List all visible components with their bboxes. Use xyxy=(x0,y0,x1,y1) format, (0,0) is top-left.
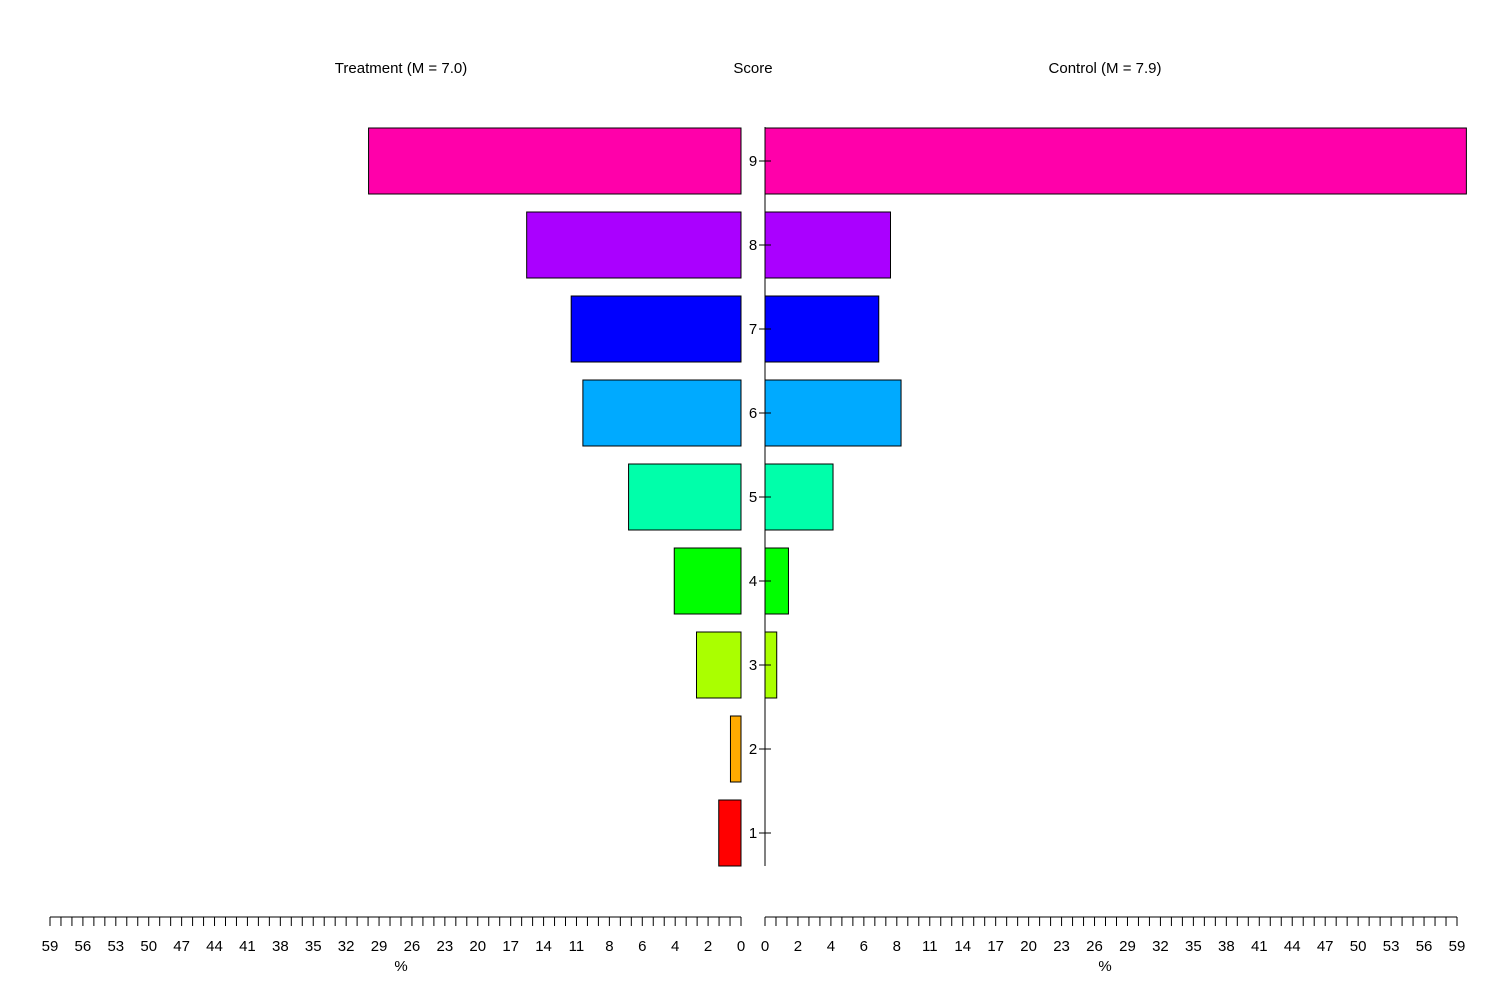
treatment-axis-tick-label: 2 xyxy=(704,938,712,955)
control-axis-tick-label: 35 xyxy=(1185,938,1202,955)
treatment-bar-score-9 xyxy=(368,127,742,195)
control-bar-score-5 xyxy=(764,463,834,531)
treatment-axis-tick-label: 44 xyxy=(206,938,223,955)
control-axis-tick-label: 32 xyxy=(1152,938,1169,955)
treatment-axis-tick-label: 32 xyxy=(338,938,355,955)
control-axis-tick-label: 2 xyxy=(794,938,802,955)
treatment-percent-axis: 0 2 4 6 8 11 14 17 20 23 26 29 32 35 38 41 44 47 50 53 56 59 xyxy=(42,916,745,955)
control-axis-tick-label: 17 xyxy=(987,938,1004,955)
control-axis-tick-label: 23 xyxy=(1053,938,1070,955)
control-axis-tick-label: 53 xyxy=(1383,938,1400,955)
score-axis-ticks: 1 2 3 4 5 6 7 8 9 xyxy=(749,153,771,842)
control-percent-axis: 0 2 4 6 8 11 14 17 20 23 26 29 32 35 38 41 44 47 50 53 56 59 xyxy=(761,916,1466,955)
control-axis-tick-label: 0 xyxy=(761,938,769,955)
treatment-axis-tick-label: 29 xyxy=(371,938,388,955)
control-axis-tick-label: 8 xyxy=(893,938,901,955)
treatment-axis-tick-label: 14 xyxy=(535,938,552,955)
treatment-axis-tick-label: 50 xyxy=(140,938,157,955)
control-bar-score-6 xyxy=(764,379,902,447)
treatment-bar-score-6 xyxy=(582,379,742,447)
control-axis-tick-label: 6 xyxy=(860,938,868,955)
treatment-axis-label: % xyxy=(394,958,407,975)
treatment-bar-score-3 xyxy=(695,631,742,699)
treatment-axis-tick-label: 4 xyxy=(671,938,679,955)
treatment-bar-score-4 xyxy=(673,547,742,615)
treatment-bar-score-5 xyxy=(628,463,742,531)
treatment-axis-tick-label: 8 xyxy=(605,938,613,955)
treatment-axis-tick-label: 59 xyxy=(42,938,59,955)
treatment-bar-score-1 xyxy=(718,799,742,867)
treatment-axis-tick-label: 20 xyxy=(469,938,486,955)
treatment-axis-tick-label: 6 xyxy=(638,938,646,955)
treatment-bar-score-8 xyxy=(526,211,742,279)
treatment-axis-tick-label: 0 xyxy=(737,938,745,955)
control-bar-score-8 xyxy=(764,211,891,279)
control-axis-tick-label: 44 xyxy=(1284,938,1301,955)
treatment-axis-tick-label: 17 xyxy=(502,938,519,955)
treatment-bar-score-7 xyxy=(570,295,742,363)
score-tick-label-4: 4 xyxy=(749,573,757,590)
control-axis-tick-label: 4 xyxy=(827,938,835,955)
score-tick-label-1: 1 xyxy=(749,825,757,842)
control-axis-tick-label: 59 xyxy=(1449,938,1466,955)
treatment-axis-tick-label: 23 xyxy=(437,938,454,955)
treatment-axis-tick-label: 26 xyxy=(404,938,421,955)
score-tick-label-9: 9 xyxy=(749,153,757,170)
control-title: Control (M = 7.9) xyxy=(1049,60,1162,77)
treatment-axis-tick-label: 56 xyxy=(75,938,92,955)
treatment-axis-tick-label: 11 xyxy=(569,938,585,955)
control-axis-tick-label: 14 xyxy=(954,938,971,955)
score-title: Score xyxy=(733,60,772,77)
treatment-title: Treatment (M = 7.0) xyxy=(335,60,467,77)
control-axis-tick-label: 41 xyxy=(1251,938,1268,955)
control-bar-score-9 xyxy=(764,127,1467,195)
score-tick-label-3: 3 xyxy=(749,657,757,674)
control-axis-tick-label: 56 xyxy=(1416,938,1433,955)
control-bars xyxy=(764,127,1467,699)
treatment-axis-tick-label: 38 xyxy=(272,938,289,955)
score-tick-label-8: 8 xyxy=(749,237,757,254)
treatment-axis-tick-label: 53 xyxy=(107,938,124,955)
control-axis-tick-label: 38 xyxy=(1218,938,1235,955)
control-axis-tick-label: 26 xyxy=(1086,938,1103,955)
treatment-bars xyxy=(368,127,742,867)
control-axis-tick-label: 11 xyxy=(922,938,938,955)
control-bar-score-7 xyxy=(764,295,880,363)
control-axis-label: % xyxy=(1098,958,1111,975)
score-tick-label-6: 6 xyxy=(749,405,757,422)
treatment-axis-tick-label: 35 xyxy=(305,938,322,955)
treatment-axis-tick-label: 47 xyxy=(173,938,190,955)
control-axis-tick-label: 29 xyxy=(1119,938,1136,955)
score-tick-label-7: 7 xyxy=(749,321,757,338)
control-axis-tick-label: 47 xyxy=(1317,938,1334,955)
treatment-axis-tick-label: 41 xyxy=(239,938,256,955)
control-axis-tick-label: 20 xyxy=(1020,938,1037,955)
control-axis-tick-label: 50 xyxy=(1350,938,1367,955)
score-tick-label-5: 5 xyxy=(749,489,757,506)
treatment-bar-score-2 xyxy=(729,715,742,783)
score-tick-label-2: 2 xyxy=(749,741,757,758)
